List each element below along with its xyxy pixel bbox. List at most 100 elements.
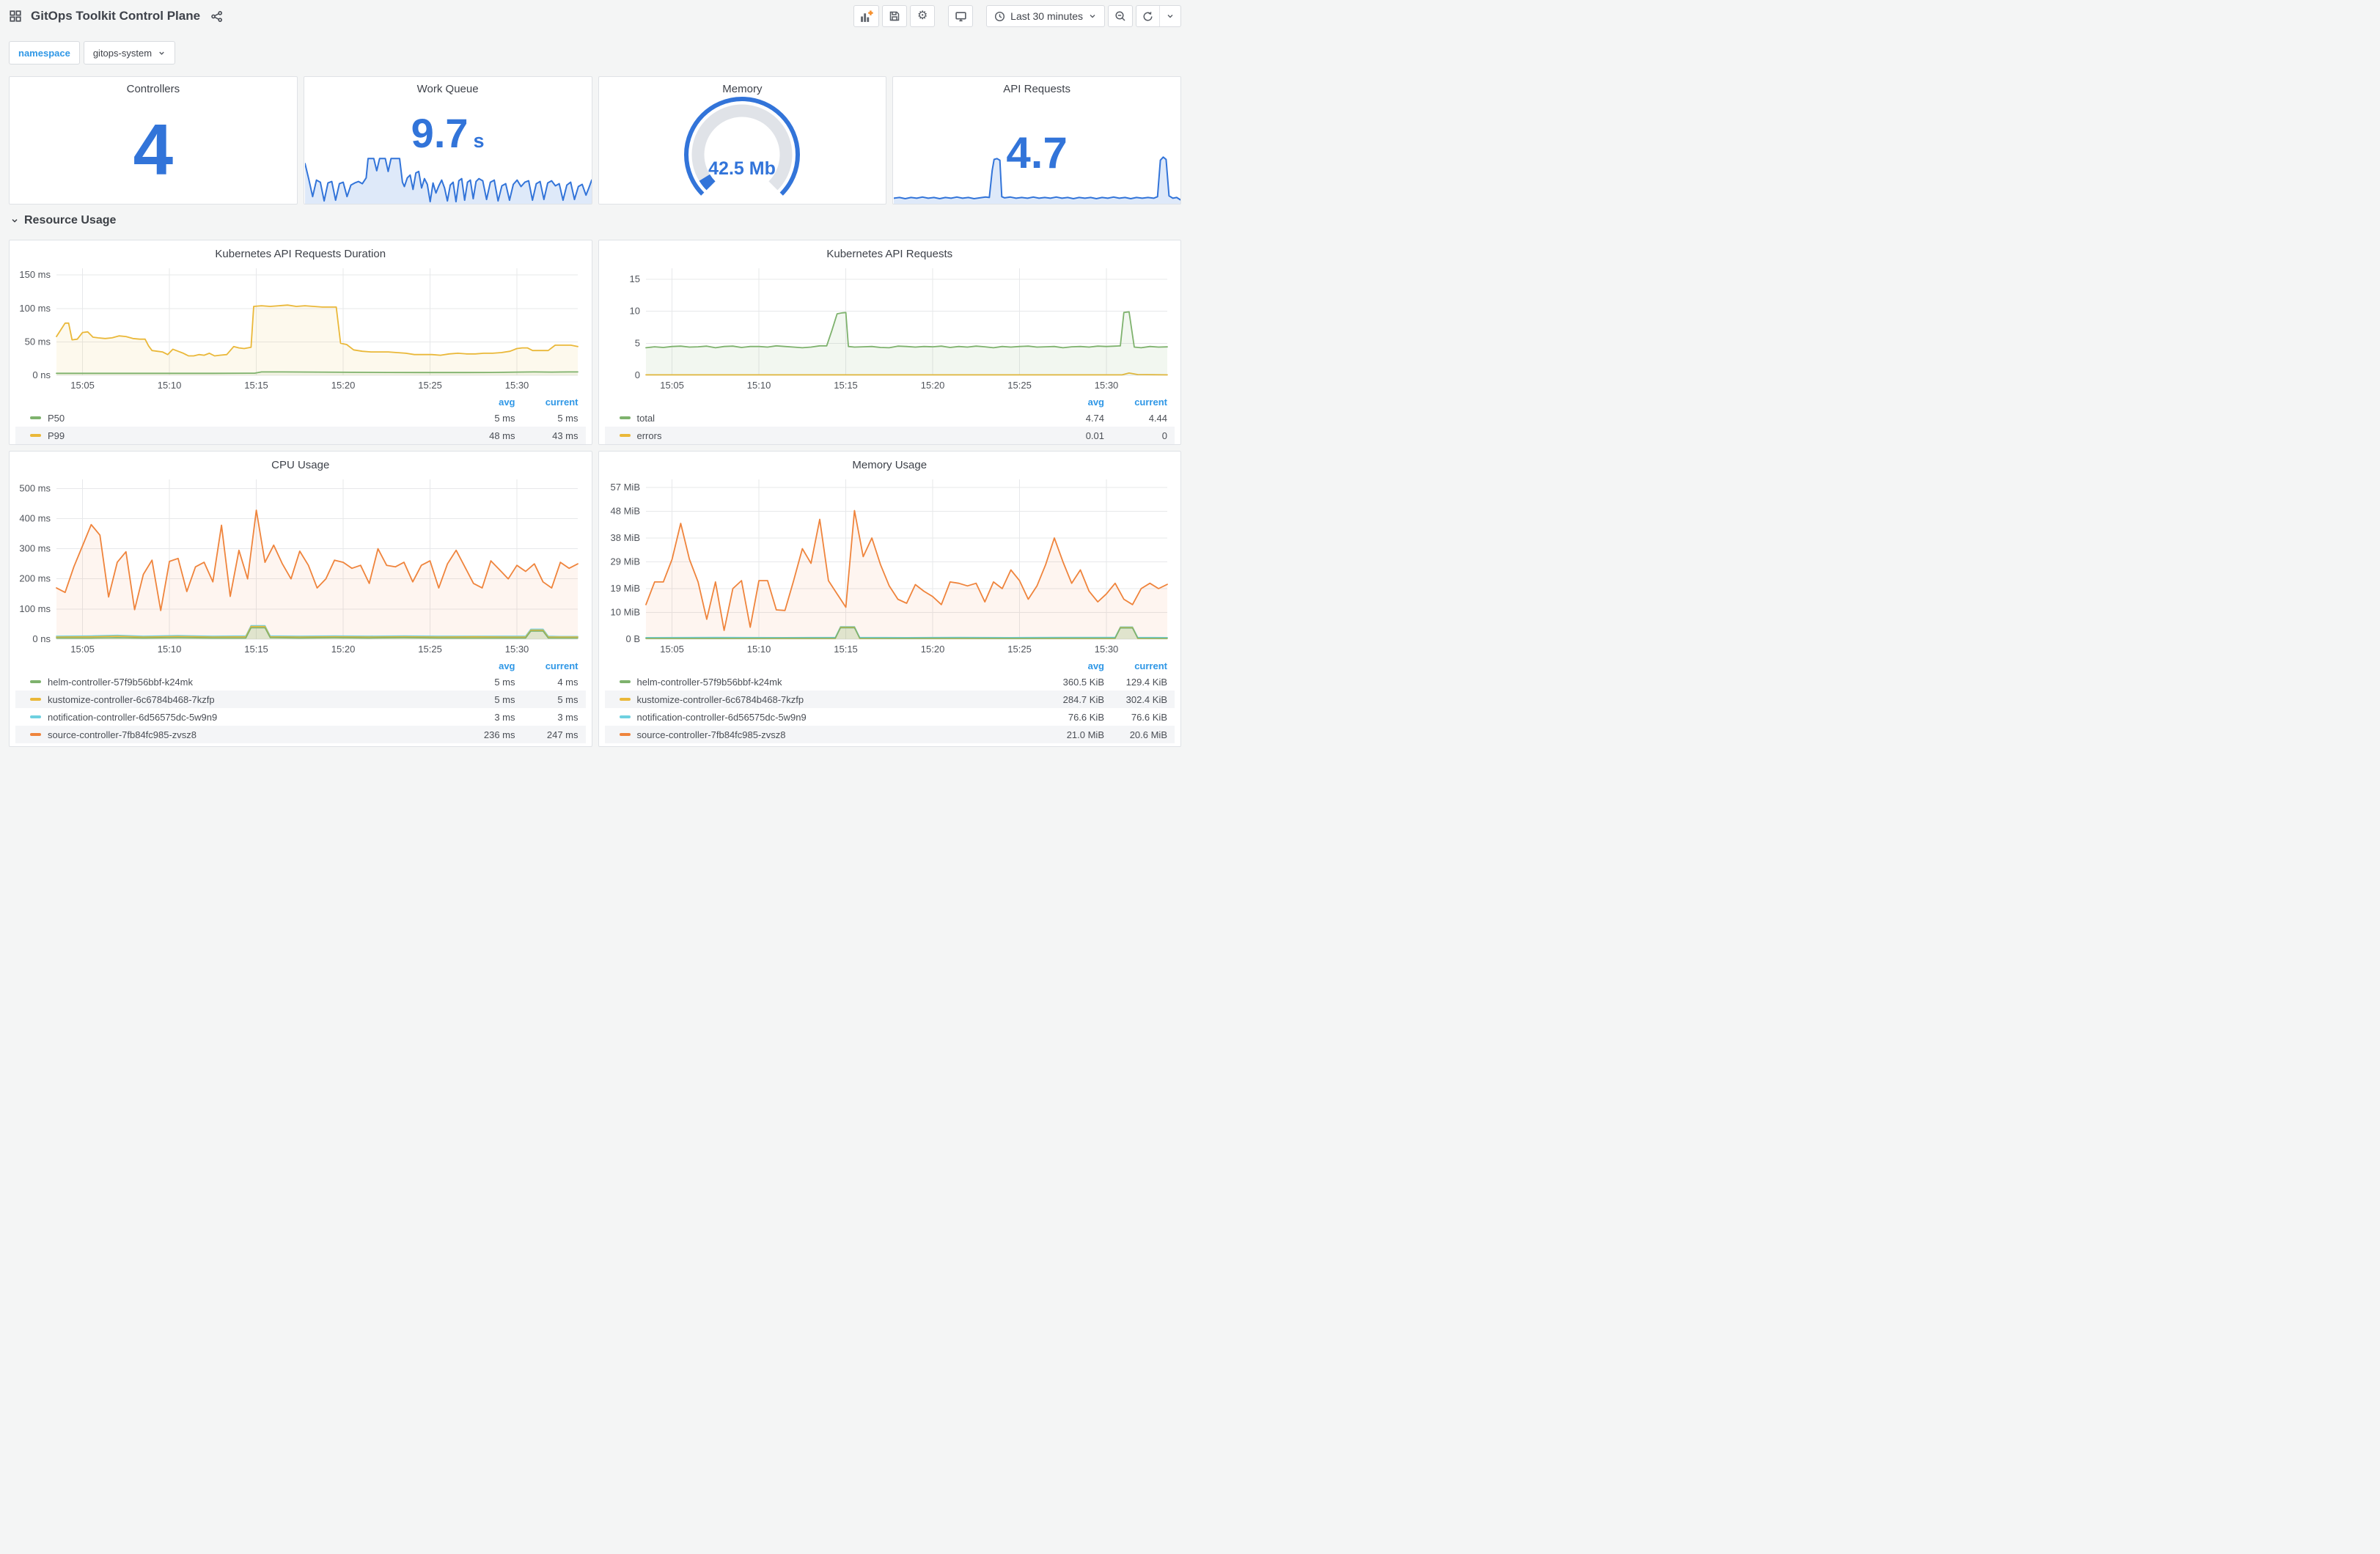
svg-text:19 MiB: 19 MiB <box>610 583 639 594</box>
legend-row: notification-controller-6d56575dc-5w9n9 3… <box>15 708 586 726</box>
dashboard-settings-button[interactable]: ⚙ <box>910 5 936 27</box>
svg-text:42.5 Mb: 42.5 Mb <box>709 158 776 179</box>
panel-title[interactable]: Work Queue <box>416 83 479 95</box>
series-color-swatch <box>30 733 41 736</box>
bar-chart-plus-icon <box>861 10 873 22</box>
refresh-interval-caret[interactable] <box>1159 6 1180 26</box>
clock-icon <box>995 11 1005 21</box>
svg-text:15:25: 15:25 <box>418 380 442 391</box>
panel-title[interactable]: Controllers <box>126 83 180 95</box>
save-dashboard-button[interactable] <box>882 5 908 27</box>
svg-text:0 ns: 0 ns <box>32 369 51 380</box>
legend-series-label[interactable]: notification-controller-6d56575dc-5w9n9 <box>48 711 218 723</box>
legend-series-label[interactable]: source-controller-7fb84fc985-zvsz8 <box>48 729 197 740</box>
api-requests-sparkline <box>894 156 1181 204</box>
memory-usage-legend: avg current helm-controller-57f9b56bbf-k24… <box>604 658 1175 743</box>
legend-avg-value: 284.7 KiB <box>1062 693 1104 705</box>
dashboards-grid-icon[interactable] <box>9 10 22 23</box>
svg-text:10 MiB: 10 MiB <box>610 607 639 618</box>
series-color-swatch <box>619 733 631 736</box>
k8s-api-requests-duration-legend: avg current P50 5 ms 5 ms P99 48 ms 43 ms <box>15 394 586 444</box>
legend-sort-current[interactable]: current <box>545 660 579 671</box>
chevron-down-icon <box>12 218 18 223</box>
legend-current-value: 4 ms <box>557 676 579 688</box>
legend-series-label[interactable]: source-controller-7fb84fc985-zvsz8 <box>636 729 786 740</box>
panel-title[interactable]: CPU Usage <box>271 459 330 471</box>
legend-series-label[interactable]: P99 <box>48 430 65 441</box>
charts-row-1: Kubernetes API Requests Duration 15:05 15… <box>0 240 1190 445</box>
legend-avg-value: 5 ms <box>494 676 515 688</box>
svg-text:38 MiB: 38 MiB <box>610 532 639 543</box>
legend-series-label[interactable]: errors <box>636 430 662 441</box>
svg-text:15:20: 15:20 <box>920 644 944 655</box>
svg-text:100 ms: 100 ms <box>19 303 51 314</box>
svg-text:15:05: 15:05 <box>70 380 95 391</box>
row-resource-usage[interactable]: Resource Usage <box>10 212 1190 229</box>
k8s-api-requests-duration-chart[interactable]: 15:05 15:10 15:15 15:20 15:25 15:30 0 ns 50 ms 1… <box>15 262 585 393</box>
series-color-swatch <box>619 434 631 437</box>
legend-avg-value: 21.0 MiB <box>1066 729 1104 740</box>
legend-series-label[interactable]: notification-controller-6d56575dc-5w9n9 <box>636 711 807 723</box>
series-color-swatch <box>619 416 631 419</box>
svg-text:15:15: 15:15 <box>834 380 858 391</box>
legend-series-label[interactable]: P50 <box>48 412 65 424</box>
series-color-swatch <box>619 698 631 701</box>
series-color-swatch <box>30 434 41 437</box>
legend-series-label[interactable]: kustomize-controller-6c6784b468-7kzfp <box>48 693 215 705</box>
chevron-down-icon <box>1167 15 1173 18</box>
svg-text:15:20: 15:20 <box>331 644 356 655</box>
panel-title[interactable]: Memory <box>722 83 763 95</box>
legend-avg-value: 4.74 <box>1085 412 1104 424</box>
legend-current-value: 0 <box>1161 430 1167 441</box>
cpu-usage-chart[interactable]: 15:05 15:10 15:15 15:20 15:25 15:30 0 ns 100 ms… <box>15 474 585 657</box>
svg-text:15:10: 15:10 <box>158 644 182 655</box>
time-range-picker[interactable]: Last 30 minutes <box>986 5 1105 27</box>
k8s-api-requests-chart[interactable]: 15:05 15:10 15:15 15:20 15:25 15:30 0 5 10 15 <box>605 262 1175 393</box>
legend-series-label[interactable]: total <box>636 412 655 424</box>
svg-text:50 ms: 50 ms <box>25 336 51 347</box>
stat-panels-row: Controllers 4 Work Queue 9.7 s Memory 42.… <box>0 76 1190 205</box>
legend-current-value: 20.6 MiB <box>1129 729 1167 740</box>
svg-text:15: 15 <box>629 273 639 284</box>
legend-sort-avg[interactable]: avg <box>1087 396 1104 408</box>
legend-sort-avg[interactable]: avg <box>499 396 515 408</box>
svg-text:15:05: 15:05 <box>660 644 684 655</box>
memory-usage-chart[interactable]: 15:05 15:10 15:15 15:20 15:25 15:30 0 B 10 MiB 1… <box>605 474 1175 657</box>
legend-series-label[interactable]: helm-controller-57f9b56bbf-k24mk <box>48 676 193 688</box>
legend-sort-current[interactable]: current <box>1134 660 1167 671</box>
chevron-down-icon <box>1090 15 1095 18</box>
svg-text:15:30: 15:30 <box>1094 644 1118 655</box>
panel-title[interactable]: API Requests <box>1003 83 1070 95</box>
share-icon[interactable] <box>210 10 223 23</box>
variable-label-namespace: namespace <box>9 41 80 65</box>
panel-api-requests: API Requests 4.7 <box>892 76 1181 205</box>
panel-title[interactable]: Kubernetes API Requests Duration <box>215 248 386 260</box>
refresh-button[interactable] <box>1136 6 1159 26</box>
panel-cpu-usage: CPU Usage 15:05 15:10 15:15 15:20 15:25 15:30… <box>9 451 592 747</box>
save-icon <box>889 11 900 21</box>
namespace-select[interactable]: gitops-system <box>83 41 176 65</box>
legend-current-value: 76.6 KiB <box>1131 711 1167 723</box>
legend-sort-current[interactable]: current <box>1134 396 1167 408</box>
panel-title[interactable]: Memory Usage <box>852 459 928 471</box>
legend-sort-avg[interactable]: avg <box>499 660 515 671</box>
svg-text:10: 10 <box>629 306 639 317</box>
legend-row: P50 5 ms 5 ms <box>15 409 586 427</box>
legend-row: source-controller-7fb84fc985-zvsz8 21.0 M… <box>604 726 1175 743</box>
svg-text:15:25: 15:25 <box>418 644 442 655</box>
cycle-view-mode-button[interactable] <box>948 5 974 27</box>
variables-row: namespace gitops-system <box>9 41 1190 65</box>
legend-series-label[interactable]: helm-controller-57f9b56bbf-k24mk <box>636 676 782 688</box>
svg-text:15:15: 15:15 <box>244 380 268 391</box>
legend-row: notification-controller-6d56575dc-5w9n9 7… <box>605 708 1175 726</box>
legend-series-label[interactable]: kustomize-controller-6c6784b468-7kzfp <box>636 693 804 705</box>
navbar: GitOps Toolkit Control Plane <box>0 0 1190 32</box>
add-panel-button[interactable] <box>853 5 880 27</box>
legend-current-value: 43 ms <box>552 430 579 441</box>
legend-avg-value: 48 ms <box>489 430 515 441</box>
panel-title[interactable]: Kubernetes API Requests <box>826 248 953 260</box>
zoom-out-time-button[interactable] <box>1108 5 1133 27</box>
legend-sort-avg[interactable]: avg <box>1087 660 1104 671</box>
legend-sort-current[interactable]: current <box>545 396 579 408</box>
svg-text:0: 0 <box>634 369 639 380</box>
